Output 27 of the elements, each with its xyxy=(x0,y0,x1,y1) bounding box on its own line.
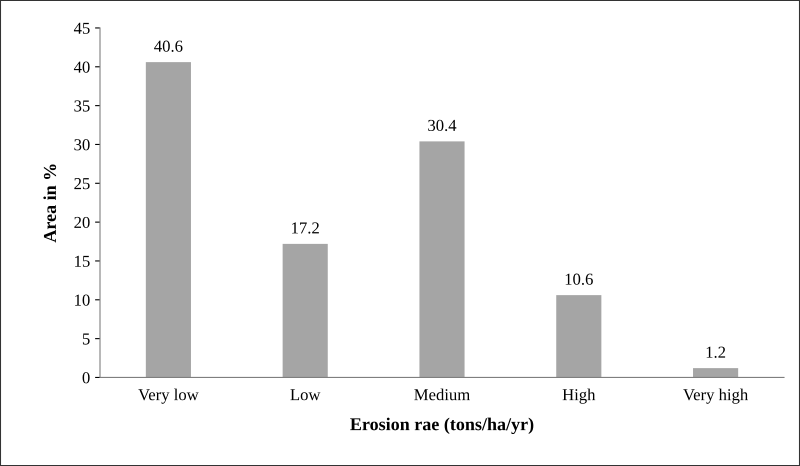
bar xyxy=(282,244,328,378)
x-tick-label: Very high xyxy=(683,388,748,404)
data-label: 30.4 xyxy=(428,120,456,132)
y-tick-label: 40 xyxy=(74,61,90,73)
bar xyxy=(419,141,465,378)
data-label: 1.2 xyxy=(706,346,726,358)
x-axis-title: Erosion rae (tons/ha/yr) xyxy=(350,418,534,434)
data-label: 40.6 xyxy=(154,40,182,52)
y-tick-label: 25 xyxy=(74,178,90,190)
y-tick-label: 20 xyxy=(74,216,90,228)
y-tick-label: 15 xyxy=(75,256,90,267)
y-tick-label: 0 xyxy=(82,372,90,384)
bar xyxy=(556,295,602,378)
y-tick-label: 5 xyxy=(82,333,90,345)
y-tick-label: 30 xyxy=(74,139,90,150)
x-tick-label: Medium xyxy=(414,388,470,400)
y-axis-title: Area in % xyxy=(43,164,56,242)
data-label: 10.6 xyxy=(566,274,593,285)
y-tick-label: 10 xyxy=(75,294,90,306)
y-tick-label: 45 xyxy=(74,22,90,34)
bar xyxy=(693,368,738,378)
x-tick-label: Very low xyxy=(138,388,199,404)
data-label: 17.2 xyxy=(292,222,319,234)
x-tick-label: High xyxy=(562,388,596,404)
y-tick-label: 35 xyxy=(74,100,90,112)
bar xyxy=(146,62,191,378)
x-tick-label: Low xyxy=(290,389,320,400)
